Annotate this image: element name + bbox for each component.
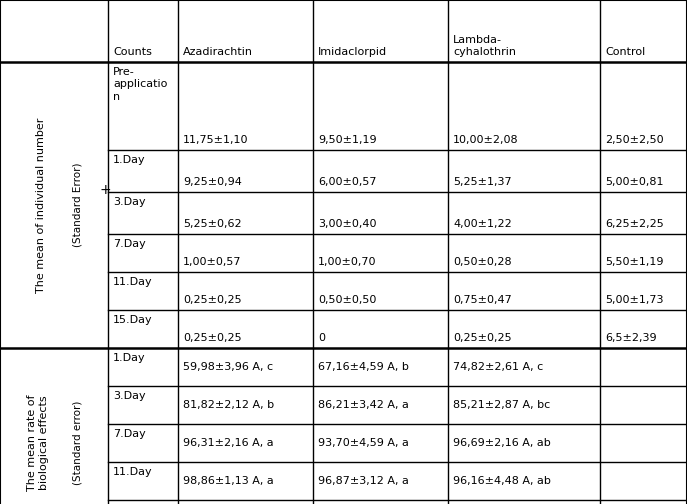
Text: 96,69±2,16 A, ab: 96,69±2,16 A, ab [453, 438, 551, 448]
Text: Pre-
applicatio
n: Pre- applicatio n [113, 67, 168, 102]
Text: +: + [99, 183, 111, 197]
Text: Counts: Counts [113, 47, 152, 57]
Text: 3.Day: 3.Day [113, 391, 146, 401]
Text: 5,25±1,37: 5,25±1,37 [453, 177, 512, 187]
Text: 6,5±2,39: 6,5±2,39 [605, 333, 657, 343]
Text: Lambda-
cyhalothrin: Lambda- cyhalothrin [453, 35, 516, 57]
Text: 81,82±2,12 A, b: 81,82±2,12 A, b [183, 400, 274, 410]
Text: Azadirachtin: Azadirachtin [183, 47, 253, 57]
Text: The mean of individual number: The mean of individual number [36, 117, 46, 293]
Text: 3.Day: 3.Day [113, 197, 146, 207]
Text: The mean rate of
biological effects: The mean rate of biological effects [27, 395, 49, 491]
Text: 15.Day: 15.Day [113, 315, 153, 325]
Text: 0,25±0,25: 0,25±0,25 [183, 333, 242, 343]
Text: 96,87±3,12 A, a: 96,87±3,12 A, a [318, 476, 409, 486]
Text: 0,25±0,25: 0,25±0,25 [183, 295, 242, 305]
Text: 86,21±3,42 A, a: 86,21±3,42 A, a [318, 400, 409, 410]
Text: 0,75±0,47: 0,75±0,47 [453, 295, 512, 305]
Text: 9,50±1,19: 9,50±1,19 [318, 135, 376, 145]
Text: 1.Day: 1.Day [113, 353, 146, 363]
Text: 3,00±0,40: 3,00±0,40 [318, 219, 376, 229]
Text: 96,16±4,48 A, ab: 96,16±4,48 A, ab [453, 476, 551, 486]
Text: 1,00±0,57: 1,00±0,57 [183, 257, 242, 267]
Text: 10,00±2,08: 10,00±2,08 [453, 135, 519, 145]
Text: (Standard Error): (Standard Error) [73, 163, 82, 247]
Text: 1,00±0,70: 1,00±0,70 [318, 257, 376, 267]
Text: 0,50±0,28: 0,50±0,28 [453, 257, 512, 267]
Text: 59,98±3,96 A, c: 59,98±3,96 A, c [183, 362, 273, 372]
Text: 85,21±2,87 A, bc: 85,21±2,87 A, bc [453, 400, 550, 410]
Text: 5,50±1,19: 5,50±1,19 [605, 257, 664, 267]
Text: (Standard error): (Standard error) [73, 401, 82, 485]
Text: Imidaclorpid: Imidaclorpid [318, 47, 387, 57]
Text: 7.Day: 7.Day [113, 429, 146, 439]
Text: 0,25±0,25: 0,25±0,25 [453, 333, 512, 343]
Text: 96,31±2,16 A, a: 96,31±2,16 A, a [183, 438, 273, 448]
Text: 5,00±1,73: 5,00±1,73 [605, 295, 664, 305]
Text: 9,25±0,94: 9,25±0,94 [183, 177, 242, 187]
Text: 2,50±2,50: 2,50±2,50 [605, 135, 664, 145]
Text: 0: 0 [318, 333, 325, 343]
Text: Control: Control [605, 47, 645, 57]
Text: 4,00±1,22: 4,00±1,22 [453, 219, 512, 229]
Text: 6,00±0,57: 6,00±0,57 [318, 177, 376, 187]
Text: 5,25±0,62: 5,25±0,62 [183, 219, 242, 229]
Text: 5,00±0,81: 5,00±0,81 [605, 177, 664, 187]
Text: 74,82±2,61 A, c: 74,82±2,61 A, c [453, 362, 543, 372]
Text: 11,75±1,10: 11,75±1,10 [183, 135, 249, 145]
Text: 67,16±4,59 A, b: 67,16±4,59 A, b [318, 362, 409, 372]
Text: 11.Day: 11.Day [113, 277, 153, 287]
Text: 1.Day: 1.Day [113, 155, 146, 165]
Text: 7.Day: 7.Day [113, 239, 146, 249]
Text: 11.Day: 11.Day [113, 467, 153, 477]
Text: 98,86±1,13 A, a: 98,86±1,13 A, a [183, 476, 273, 486]
Text: 6,25±2,25: 6,25±2,25 [605, 219, 664, 229]
Text: 93,70±4,59 A, a: 93,70±4,59 A, a [318, 438, 409, 448]
Text: 0,50±0,50: 0,50±0,50 [318, 295, 376, 305]
